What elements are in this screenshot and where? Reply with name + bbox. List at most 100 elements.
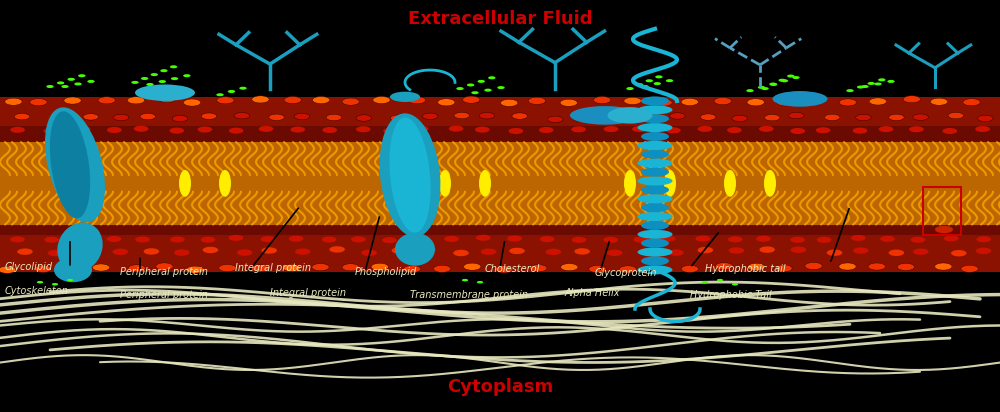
Circle shape xyxy=(778,79,786,82)
Circle shape xyxy=(624,97,641,105)
Ellipse shape xyxy=(390,92,420,102)
Circle shape xyxy=(44,236,59,243)
Circle shape xyxy=(816,127,830,133)
Circle shape xyxy=(495,266,513,273)
Circle shape xyxy=(561,264,578,271)
Circle shape xyxy=(874,82,882,86)
Circle shape xyxy=(759,246,775,253)
Circle shape xyxy=(198,126,212,133)
Circle shape xyxy=(478,80,485,83)
Circle shape xyxy=(868,82,875,85)
Circle shape xyxy=(174,249,190,256)
Circle shape xyxy=(438,99,455,106)
Circle shape xyxy=(668,249,684,256)
Circle shape xyxy=(216,93,224,96)
Circle shape xyxy=(289,236,304,242)
Circle shape xyxy=(728,236,743,242)
Circle shape xyxy=(911,237,925,243)
Circle shape xyxy=(237,249,252,256)
Text: Glycoprotein: Glycoprotein xyxy=(595,268,657,278)
Circle shape xyxy=(259,126,273,132)
Circle shape xyxy=(764,115,780,121)
Circle shape xyxy=(467,84,474,87)
Circle shape xyxy=(488,76,496,79)
Circle shape xyxy=(420,247,436,253)
Circle shape xyxy=(641,85,649,88)
Bar xyxy=(0,235,1000,272)
Circle shape xyxy=(897,263,914,271)
Circle shape xyxy=(853,247,869,254)
Circle shape xyxy=(48,250,63,256)
Circle shape xyxy=(34,265,52,272)
Circle shape xyxy=(5,98,22,105)
Circle shape xyxy=(171,77,178,80)
Circle shape xyxy=(666,79,673,82)
Circle shape xyxy=(930,98,948,105)
Circle shape xyxy=(649,266,666,273)
Circle shape xyxy=(146,83,154,86)
Circle shape xyxy=(634,114,650,121)
Circle shape xyxy=(878,78,886,81)
Circle shape xyxy=(252,96,269,103)
Circle shape xyxy=(759,126,774,132)
Circle shape xyxy=(10,236,25,242)
Circle shape xyxy=(373,96,390,103)
Circle shape xyxy=(777,99,794,106)
Circle shape xyxy=(159,80,166,83)
Ellipse shape xyxy=(641,114,669,123)
Circle shape xyxy=(547,116,563,122)
Text: Cytoplasm: Cytoplasm xyxy=(447,378,553,396)
Circle shape xyxy=(80,247,96,253)
Circle shape xyxy=(413,236,428,242)
Circle shape xyxy=(641,248,657,255)
Circle shape xyxy=(14,113,30,120)
Circle shape xyxy=(788,112,804,119)
Circle shape xyxy=(356,126,371,132)
Circle shape xyxy=(787,75,795,77)
Circle shape xyxy=(203,247,218,253)
Ellipse shape xyxy=(641,221,669,230)
Circle shape xyxy=(961,265,978,272)
Circle shape xyxy=(217,97,234,104)
Circle shape xyxy=(444,236,459,242)
Circle shape xyxy=(633,236,648,243)
Circle shape xyxy=(128,265,145,272)
Circle shape xyxy=(183,99,201,106)
Circle shape xyxy=(61,85,69,88)
Circle shape xyxy=(131,81,139,84)
Circle shape xyxy=(539,127,554,133)
Ellipse shape xyxy=(641,185,669,194)
Ellipse shape xyxy=(724,170,736,197)
Circle shape xyxy=(827,250,842,256)
Text: Cholesterol: Cholesterol xyxy=(485,264,540,274)
Circle shape xyxy=(382,237,397,243)
Circle shape xyxy=(655,75,663,78)
Text: Peripheral protein: Peripheral protein xyxy=(120,290,208,300)
Circle shape xyxy=(824,114,840,121)
Circle shape xyxy=(861,85,869,88)
Circle shape xyxy=(134,126,148,132)
Circle shape xyxy=(791,246,806,253)
Circle shape xyxy=(326,114,342,121)
Circle shape xyxy=(681,98,698,105)
Circle shape xyxy=(107,127,122,133)
Circle shape xyxy=(92,264,110,271)
Circle shape xyxy=(573,115,588,122)
Circle shape xyxy=(201,113,217,119)
Circle shape xyxy=(978,115,993,122)
Circle shape xyxy=(632,126,647,132)
Bar xyxy=(0,97,1000,272)
Circle shape xyxy=(228,90,235,93)
Circle shape xyxy=(512,113,527,119)
Circle shape xyxy=(944,235,959,241)
Circle shape xyxy=(67,279,73,281)
Circle shape xyxy=(37,281,43,283)
Circle shape xyxy=(747,99,764,106)
Circle shape xyxy=(87,80,95,83)
Circle shape xyxy=(715,262,733,270)
Circle shape xyxy=(113,114,129,121)
Circle shape xyxy=(976,248,991,254)
Circle shape xyxy=(603,237,618,243)
Circle shape xyxy=(422,113,438,119)
Circle shape xyxy=(183,74,191,77)
